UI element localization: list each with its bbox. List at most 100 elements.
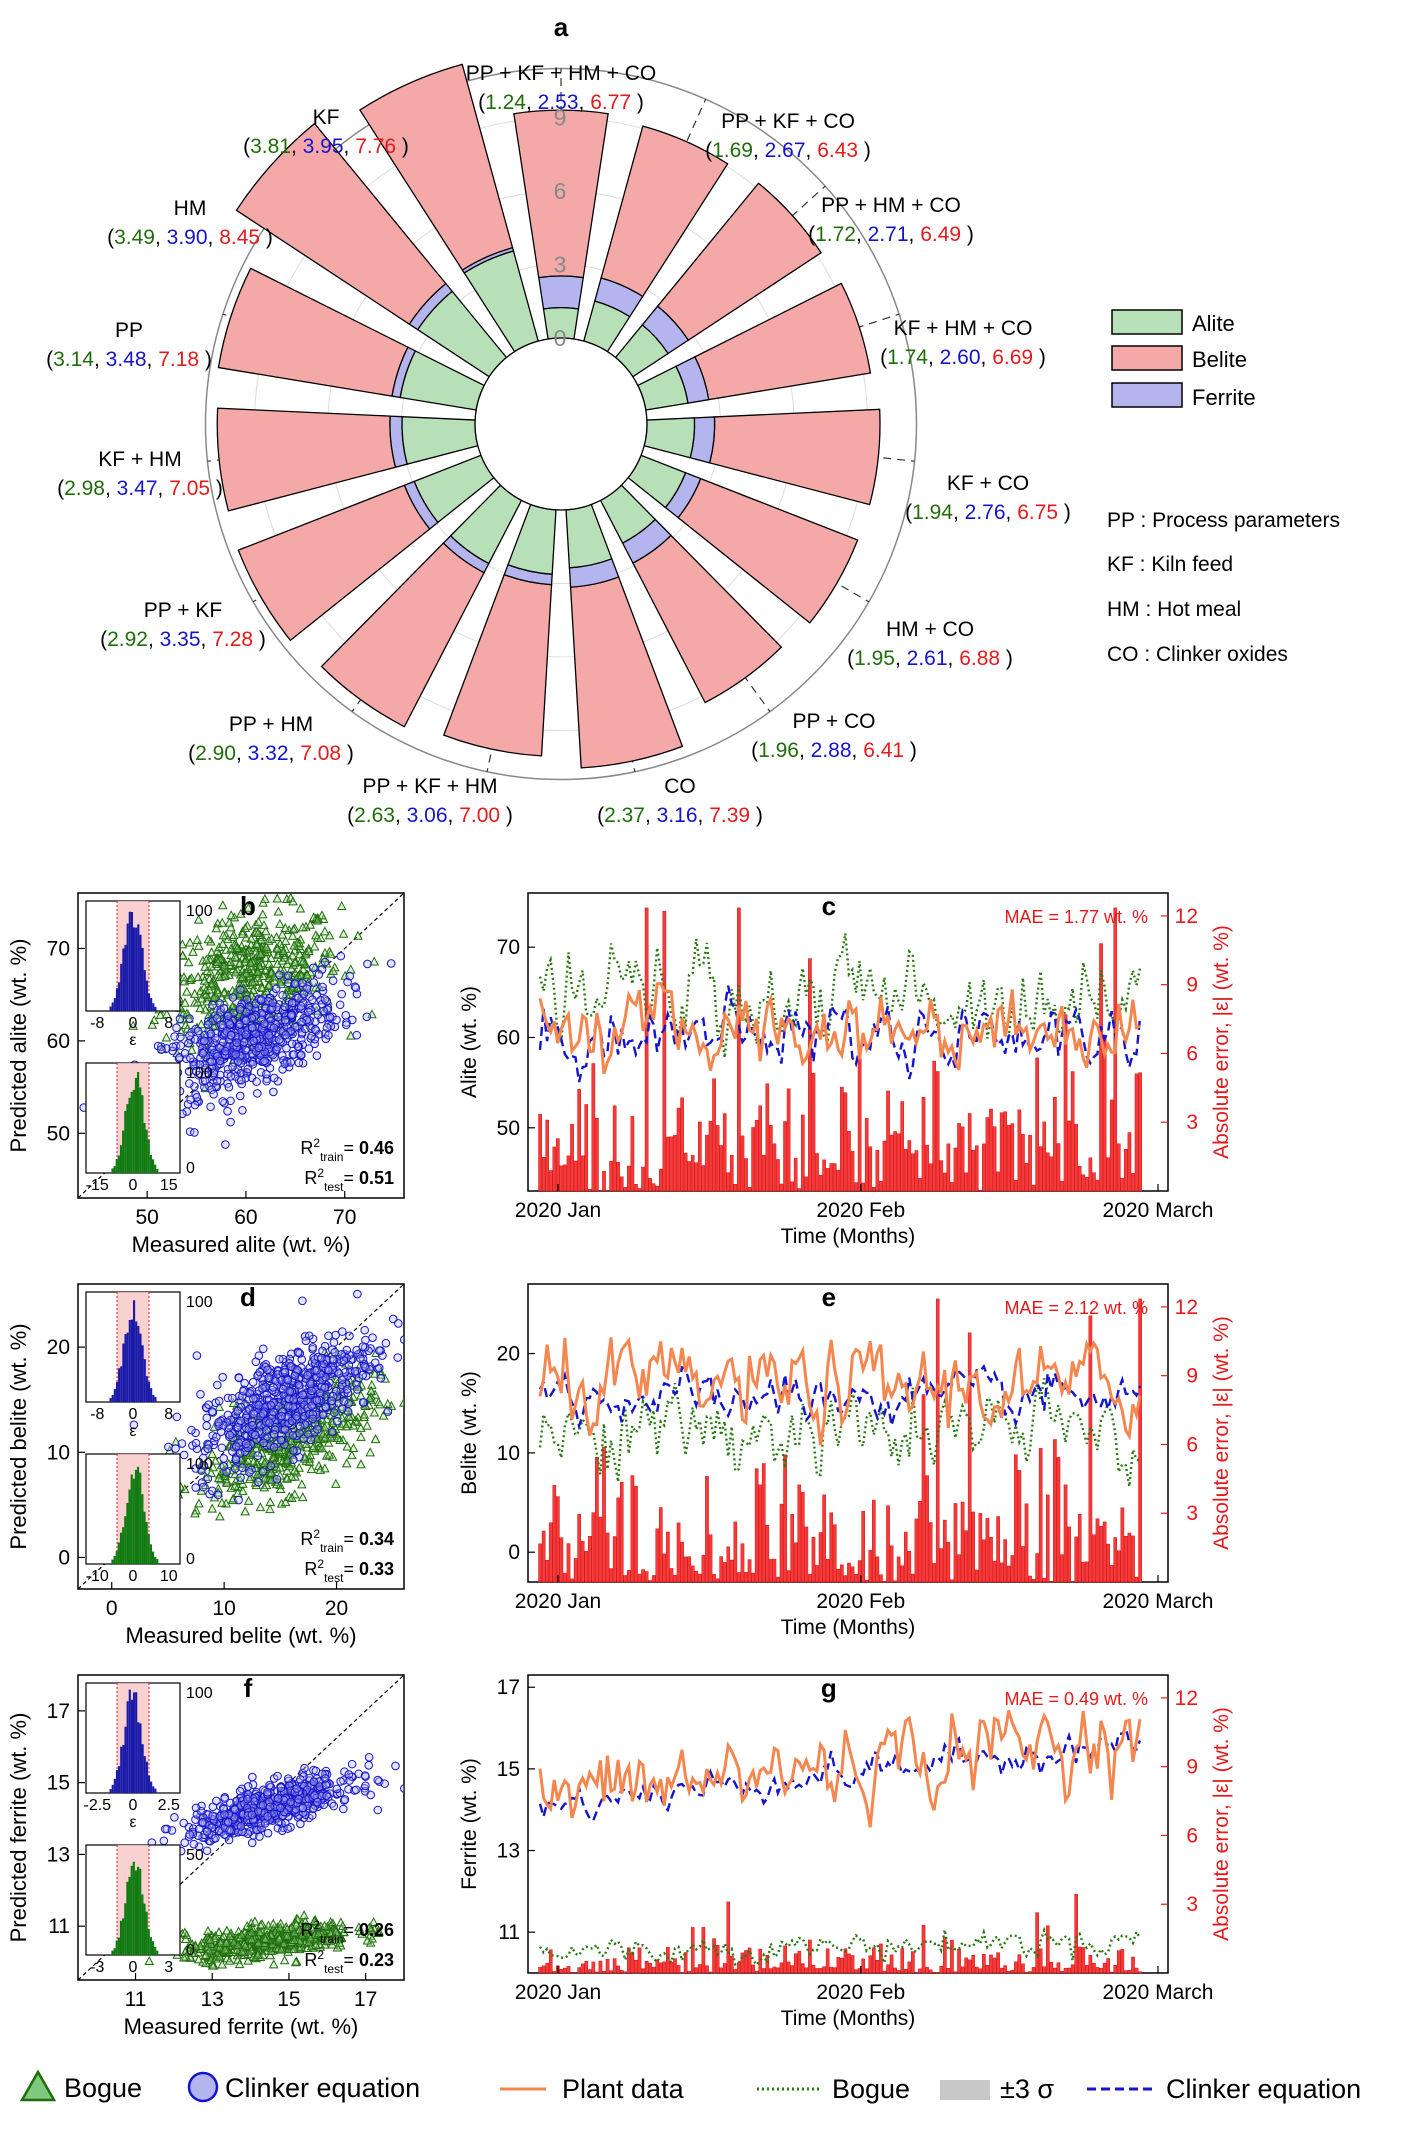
error-bar xyxy=(683,1556,688,1583)
clinker-point xyxy=(329,1801,339,1811)
error-bar xyxy=(967,1332,972,1583)
bogue-point xyxy=(320,926,330,936)
clinker-point xyxy=(294,1380,304,1390)
bogue-point xyxy=(288,924,299,934)
error-bar xyxy=(602,1171,606,1192)
error-bar xyxy=(911,1573,915,1583)
panel-letter: f xyxy=(244,1673,253,1703)
error-bar xyxy=(630,1116,635,1192)
error-bar xyxy=(605,1958,610,1974)
clinker-point xyxy=(192,1351,202,1360)
error-bar xyxy=(932,1060,936,1192)
error-bar xyxy=(911,1153,915,1192)
error-bar xyxy=(662,910,667,1192)
inset-y-tick: 100 xyxy=(186,903,213,920)
bogue-point xyxy=(237,972,248,982)
error-bar xyxy=(687,1556,692,1583)
clinker-point xyxy=(278,990,287,1000)
clinker-point xyxy=(341,1020,351,1030)
polar-category-values: (3.14, 3.48, 7.18 ) xyxy=(46,348,212,371)
error-bar xyxy=(790,1965,794,1974)
inset-y-tick: 100 xyxy=(186,1456,213,1473)
bogue-point xyxy=(280,922,291,932)
bogue-point xyxy=(240,922,251,932)
error-bar xyxy=(896,1556,901,1583)
histogram-bar xyxy=(150,1388,153,1402)
error-bar xyxy=(882,1140,887,1192)
histogram-bar xyxy=(124,1516,127,1564)
error-bar xyxy=(680,1541,684,1583)
error-bar xyxy=(1053,1096,1057,1192)
bogue-point xyxy=(303,945,314,956)
bogue-point xyxy=(266,933,277,943)
bogue-point xyxy=(275,976,285,986)
error-bar xyxy=(950,1579,954,1583)
error-bar xyxy=(1049,1156,1054,1192)
histogram-bar xyxy=(156,1950,159,1955)
clinker-point xyxy=(337,1350,346,1359)
error-bar xyxy=(733,1183,738,1192)
histogram-bar xyxy=(135,1321,138,1402)
histogram-bar xyxy=(145,1522,148,1564)
error-bar xyxy=(818,1532,823,1583)
error-bar xyxy=(889,1134,894,1192)
error-bar xyxy=(605,1532,610,1583)
histogram-bar xyxy=(135,1692,138,1793)
y-tick-label: 17 xyxy=(47,1700,70,1723)
clinker-point xyxy=(310,1039,319,1049)
error-bar xyxy=(900,1565,905,1583)
clinker-point xyxy=(251,1430,260,1440)
clinker-point xyxy=(234,1373,244,1383)
error-bar xyxy=(1088,1315,1093,1583)
error-bar xyxy=(1131,1535,1135,1583)
clinker-point xyxy=(224,1082,234,1092)
clinker-point xyxy=(231,1050,240,1059)
error-bar xyxy=(1049,1962,1054,1974)
clinker-point xyxy=(294,1794,303,1804)
error-bar xyxy=(1053,1439,1057,1583)
bogue-point xyxy=(180,997,190,1007)
error-bar xyxy=(623,1971,628,1974)
clinker-point xyxy=(296,1050,306,1060)
bogue-point xyxy=(324,1449,335,1459)
bogue-point xyxy=(305,919,316,929)
bogue-point xyxy=(250,1462,261,1473)
histogram-bar xyxy=(118,1766,121,1793)
clinker-point xyxy=(352,989,362,999)
error-bar xyxy=(552,1485,557,1583)
clinker-point xyxy=(235,1022,244,1032)
bogue-point xyxy=(210,1455,221,1465)
error-bar xyxy=(694,1570,699,1583)
error-bar xyxy=(964,1530,968,1583)
polar-value-part: , xyxy=(909,223,921,246)
histogram-bar xyxy=(130,1865,133,1955)
clinker-point xyxy=(344,1770,354,1779)
error-bar xyxy=(1017,1470,1022,1583)
histogram-bar xyxy=(109,1397,112,1402)
error-bar xyxy=(1038,1948,1043,1974)
histogram-bar xyxy=(115,1770,119,1793)
bogue-point xyxy=(275,918,285,928)
error-bar xyxy=(1003,1111,1007,1192)
bogue-point xyxy=(365,1447,376,1457)
error-bar xyxy=(832,1524,837,1583)
bogue-point xyxy=(260,965,271,975)
polar-value-part: , xyxy=(856,223,868,246)
clinker-point xyxy=(352,1385,362,1394)
error-bar xyxy=(619,1970,624,1974)
error-bar xyxy=(669,1136,674,1192)
histogram-bar xyxy=(124,1726,127,1793)
error-bar xyxy=(719,1967,723,1974)
bogue-point xyxy=(260,893,270,903)
error-bar xyxy=(769,1968,773,1974)
error-bar xyxy=(960,1501,965,1583)
error-bar xyxy=(737,1962,741,1974)
inset-x-tick: 8 xyxy=(164,1015,173,1032)
error-bar xyxy=(705,1476,709,1583)
bogue-point xyxy=(214,972,225,982)
clinker-point xyxy=(264,1373,273,1383)
error-bar xyxy=(584,1104,589,1192)
histogram-bar xyxy=(109,1006,112,1011)
clinker-point xyxy=(291,979,300,988)
histogram-bar xyxy=(139,1087,142,1173)
